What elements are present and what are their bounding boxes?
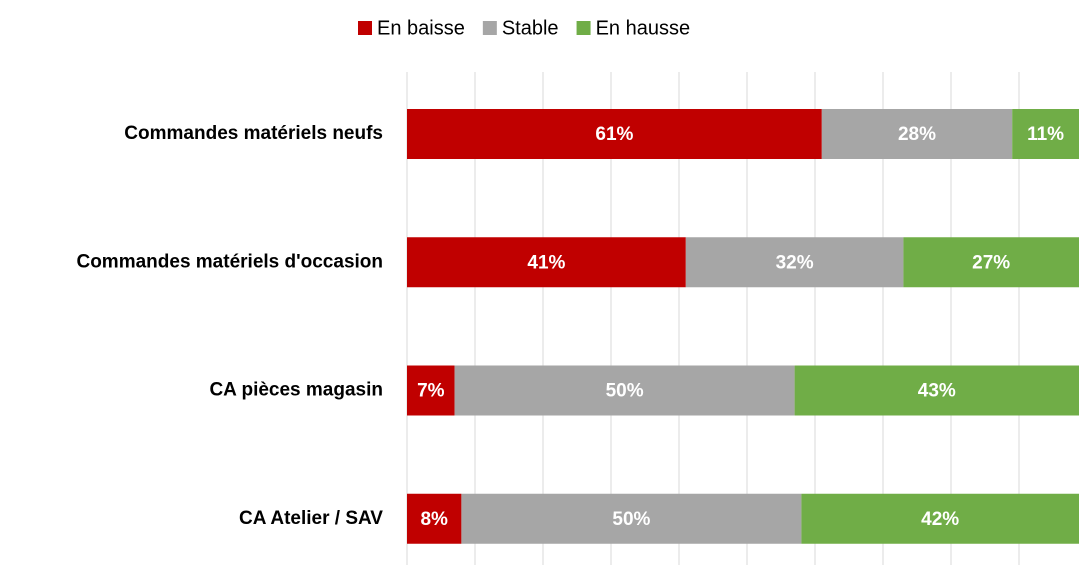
category-label: CA Atelier / SAV [239,508,383,529]
value-label: 8% [420,509,448,530]
bar-segment [461,493,802,544]
legend-label: En baisse [377,17,465,39]
legend-swatch [576,21,591,35]
value-label: 43% [918,381,956,402]
legend-swatch [358,21,372,35]
bar-segment [685,237,904,288]
category-label: CA pièces magasin [209,380,383,401]
legend-label: Stable [502,17,559,39]
bar-segment [454,365,795,416]
value-label: 28% [898,124,936,145]
value-label: 50% [612,509,650,530]
bar-segment [821,109,1013,159]
bar-segment [1012,109,1079,159]
value-label: 42% [921,509,959,530]
legend: En baisse Stable En hausse [358,17,690,39]
bar-segment [903,237,1079,288]
value-label: 11% [1027,124,1064,145]
bar-segment [407,365,455,416]
category-label: Commandes matériels neufs [124,123,383,144]
bar-segment [407,109,822,159]
value-label: 41% [527,252,565,273]
value-label: 27% [972,252,1010,273]
legend-swatch [482,21,497,35]
bar-segment [801,493,1079,544]
value-label: 61% [595,124,633,145]
category-label: Commandes matériels d'occasion [76,251,383,272]
bar-segment [794,365,1079,416]
value-label: 50% [606,381,644,402]
value-label: 7% [417,381,445,402]
bar-segment [407,237,686,288]
legend-label: En hausse [596,17,691,39]
value-label: 32% [776,252,814,273]
bar-segment [407,493,462,544]
